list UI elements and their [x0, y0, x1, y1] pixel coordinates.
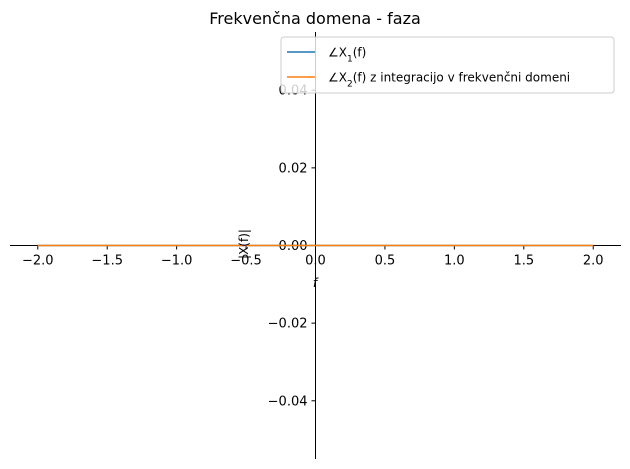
- x-axis-label: f: [313, 276, 319, 290]
- x-tick-label: −2.0: [22, 254, 54, 269]
- y-axis-label: |X(f)|: [237, 229, 251, 259]
- legend-box: [280, 36, 615, 94]
- legend: ∠X1(f) ∠X2(f) z integracijo v frekvenčni …: [280, 36, 615, 94]
- y-tick-label: −0.02: [268, 317, 308, 332]
- x-tick-label: −1.5: [91, 254, 123, 269]
- y-tick-label: 0.02: [279, 161, 308, 176]
- x-tick-label: 1.0: [444, 254, 465, 269]
- y-tick-label: −0.04: [268, 394, 308, 409]
- legend-label-2: ∠X2(f) z integracijo v frekvenčni domeni: [328, 71, 570, 90]
- x-tick-label: −1.0: [161, 254, 193, 269]
- chart-title: Frekvenčna domena - faza: [209, 9, 421, 28]
- y-tick-label: 0.00: [279, 239, 308, 254]
- x-tick-label: −0.5: [230, 254, 262, 269]
- x-tick-label: 0.5: [375, 254, 396, 269]
- x-tick-label: 2.0: [583, 254, 604, 269]
- x-tick-label: 1.5: [513, 254, 534, 269]
- legend-label-1: ∠X1(f): [328, 46, 366, 65]
- x-tick-label: 0.0: [305, 254, 326, 269]
